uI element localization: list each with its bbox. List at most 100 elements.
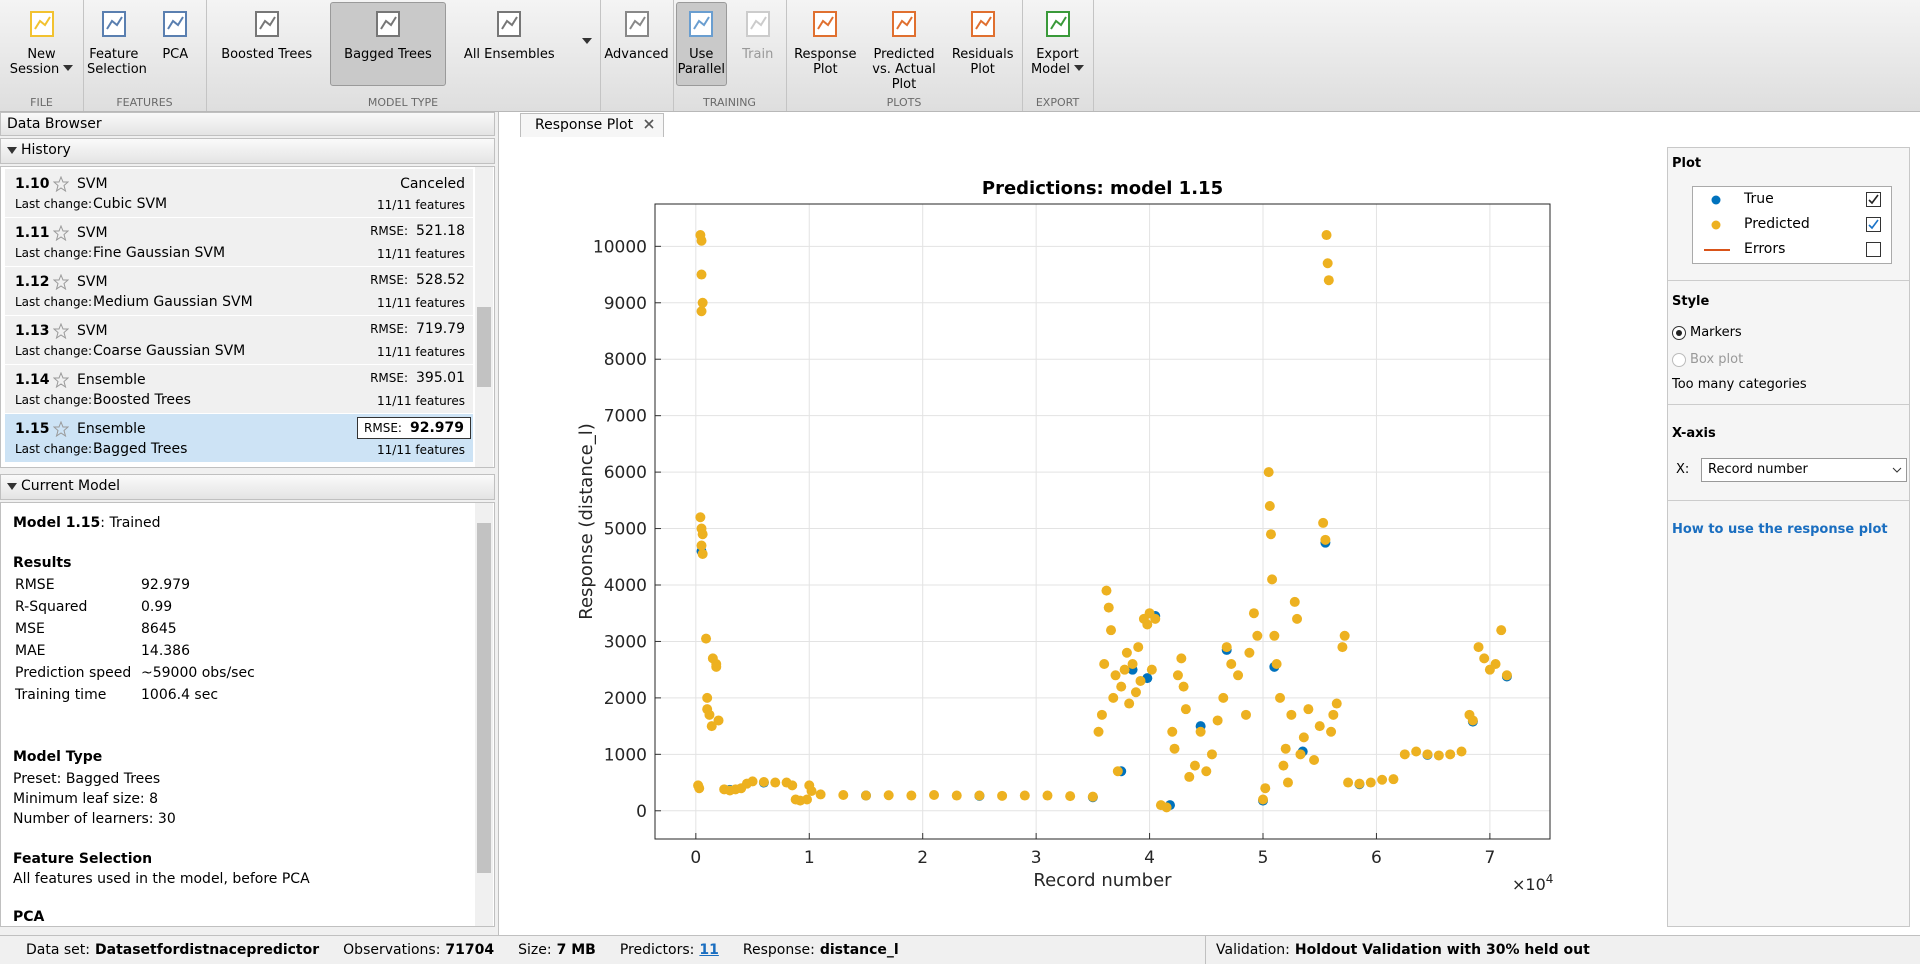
data-point [1433,750,1444,761]
gallery-arrow[interactable] [580,36,594,46]
toolbar-button[interactable]: Predicted vs. Actual Plot [868,2,941,92]
toolbar-button[interactable]: Bagged Trees [330,2,446,86]
data-point [697,529,708,540]
legend-checkbox[interactable] [1866,217,1881,232]
rmse-value: 521.18 [416,223,465,239]
menu-arrow [1074,65,1085,76]
data-point [1263,467,1274,478]
result-value: 8645 [141,621,177,637]
status-value: distance_l [819,942,899,958]
data-point [1298,732,1309,743]
legend-symbol [1711,195,1721,205]
feature-count: 11/11 features [377,443,465,457]
toolbar-button[interactable]: New Session [3,2,80,86]
button-icon [624,11,649,37]
button-label: Boosted Trees [221,47,313,62]
toolbar-button[interactable]: Advanced [603,2,670,86]
checkmark [1868,219,1879,230]
icon-detail [896,16,913,30]
data-point [758,776,769,787]
legend-checkbox[interactable] [1866,192,1881,207]
toolbar-button[interactable]: Feature Selection [86,2,147,86]
y-tick-label: 9000 [604,294,647,314]
data-point [1467,715,1478,726]
toolbar-button[interactable]: Residuals Plot [946,2,1019,86]
history-item[interactable]: 1.11 SVM Last change: Fine Gaussian SVM RMSE… [5,218,473,267]
data-point [696,306,707,317]
scrollbar[interactable] [475,503,493,926]
group-label: MODEL TYPE [367,96,439,109]
history-header[interactable]: History [0,138,495,164]
toolbar-button[interactable]: Train [733,2,784,86]
data-point [695,512,706,523]
current-model-header[interactable]: Current Model [0,474,495,500]
data-point [704,709,715,720]
model-type: SVM [77,323,108,339]
x-tick-label: 7 [1484,848,1495,868]
toolbar-group: New Session FILE [0,0,84,111]
help-link[interactable]: How to use the response plot [1672,522,1888,537]
history-item[interactable]: 1.14 Ensemble Last change: Boosted Trees RMS… [5,365,473,414]
last-change-label: Last change: [15,393,93,407]
icon-shape [689,11,714,37]
toolbar-button[interactable]: PCA [148,2,204,86]
tab-close[interactable] [643,118,655,130]
toolbar-button[interactable]: Export Model [1025,2,1090,86]
status-bar: Data set: Datasetfordistnacepredictor Obse… [0,935,1920,964]
icon-shape [375,11,400,37]
result-value: 0.99 [141,599,173,615]
icon-shape [254,11,279,37]
toolbar-button[interactable]: All Ensembles [452,2,567,86]
status-value[interactable]: 11 [699,942,719,958]
scrollbar[interactable] [475,167,493,467]
radio-button[interactable] [1672,326,1686,340]
data-point [1411,746,1422,757]
panel-divider [1668,280,1909,281]
status-item: Observations: 71704 [343,942,494,958]
history-item[interactable]: 1.12 SVM Last change: Medium Gaussian SVM RM… [5,267,473,316]
button-label: All Ensembles [463,47,555,62]
data-point [1321,230,1332,241]
history-item[interactable]: 1.15 Ensemble Last change: Bagged Trees RMSE… [5,414,473,463]
history-item[interactable]: 1.13 SVM Last change: Coarse Gaussian SVM RM… [5,316,473,365]
icon-detail [501,16,519,30]
legend-checkbox[interactable] [1866,242,1881,257]
data-point [838,789,849,800]
data-point [1130,687,1141,698]
x-select[interactable]: Record number [1701,458,1907,482]
favorite-star[interactable] [53,323,69,339]
group-label: FILE [30,96,53,109]
data-point [1422,749,1433,760]
group-label: TRAINING [703,96,756,109]
data-point [1252,630,1263,641]
data-point [701,633,712,644]
toolbar-button[interactable]: Boosted Trees [209,2,324,86]
status-item[interactable]: Predictors: 11 [620,942,719,958]
feature-count: 11/11 features [377,296,465,310]
plot-options-panel: Plot True Predicted Errors Style Markers Box p… [1667,147,1910,927]
style-note: Too many categories [1672,377,1807,392]
section-title: Feature Selection [13,851,153,867]
last-change: Cubic SVM [93,196,168,212]
model-id: 1.10 [15,176,50,192]
data-point [1377,774,1388,785]
data-point [1303,704,1314,715]
icon-shape [745,11,770,37]
data-point [1354,778,1365,789]
tab[interactable]: Response Plot [520,113,664,137]
data-point [1365,777,1376,788]
favorite-star[interactable] [53,372,69,388]
history-list: 1.10 SVM Last change: Cubic SVM Canceled 11/1… [0,166,495,468]
favorite-star[interactable] [53,225,69,241]
favorite-star[interactable] [53,421,69,437]
favorite-star[interactable] [53,176,69,192]
y-tick-label: 8000 [604,350,647,370]
toolbar-button[interactable]: Use Parallel [676,2,727,86]
toolbar-button[interactable]: Response Plot [789,2,862,86]
data-point [1180,704,1191,715]
favorite-star[interactable] [53,274,69,290]
history-item[interactable]: 1.10 SVM Last change: Cubic SVM Canceled 11/1… [5,169,473,218]
status-value: 71704 [445,942,495,958]
data-point [1233,670,1244,681]
icon-shape [497,11,522,37]
